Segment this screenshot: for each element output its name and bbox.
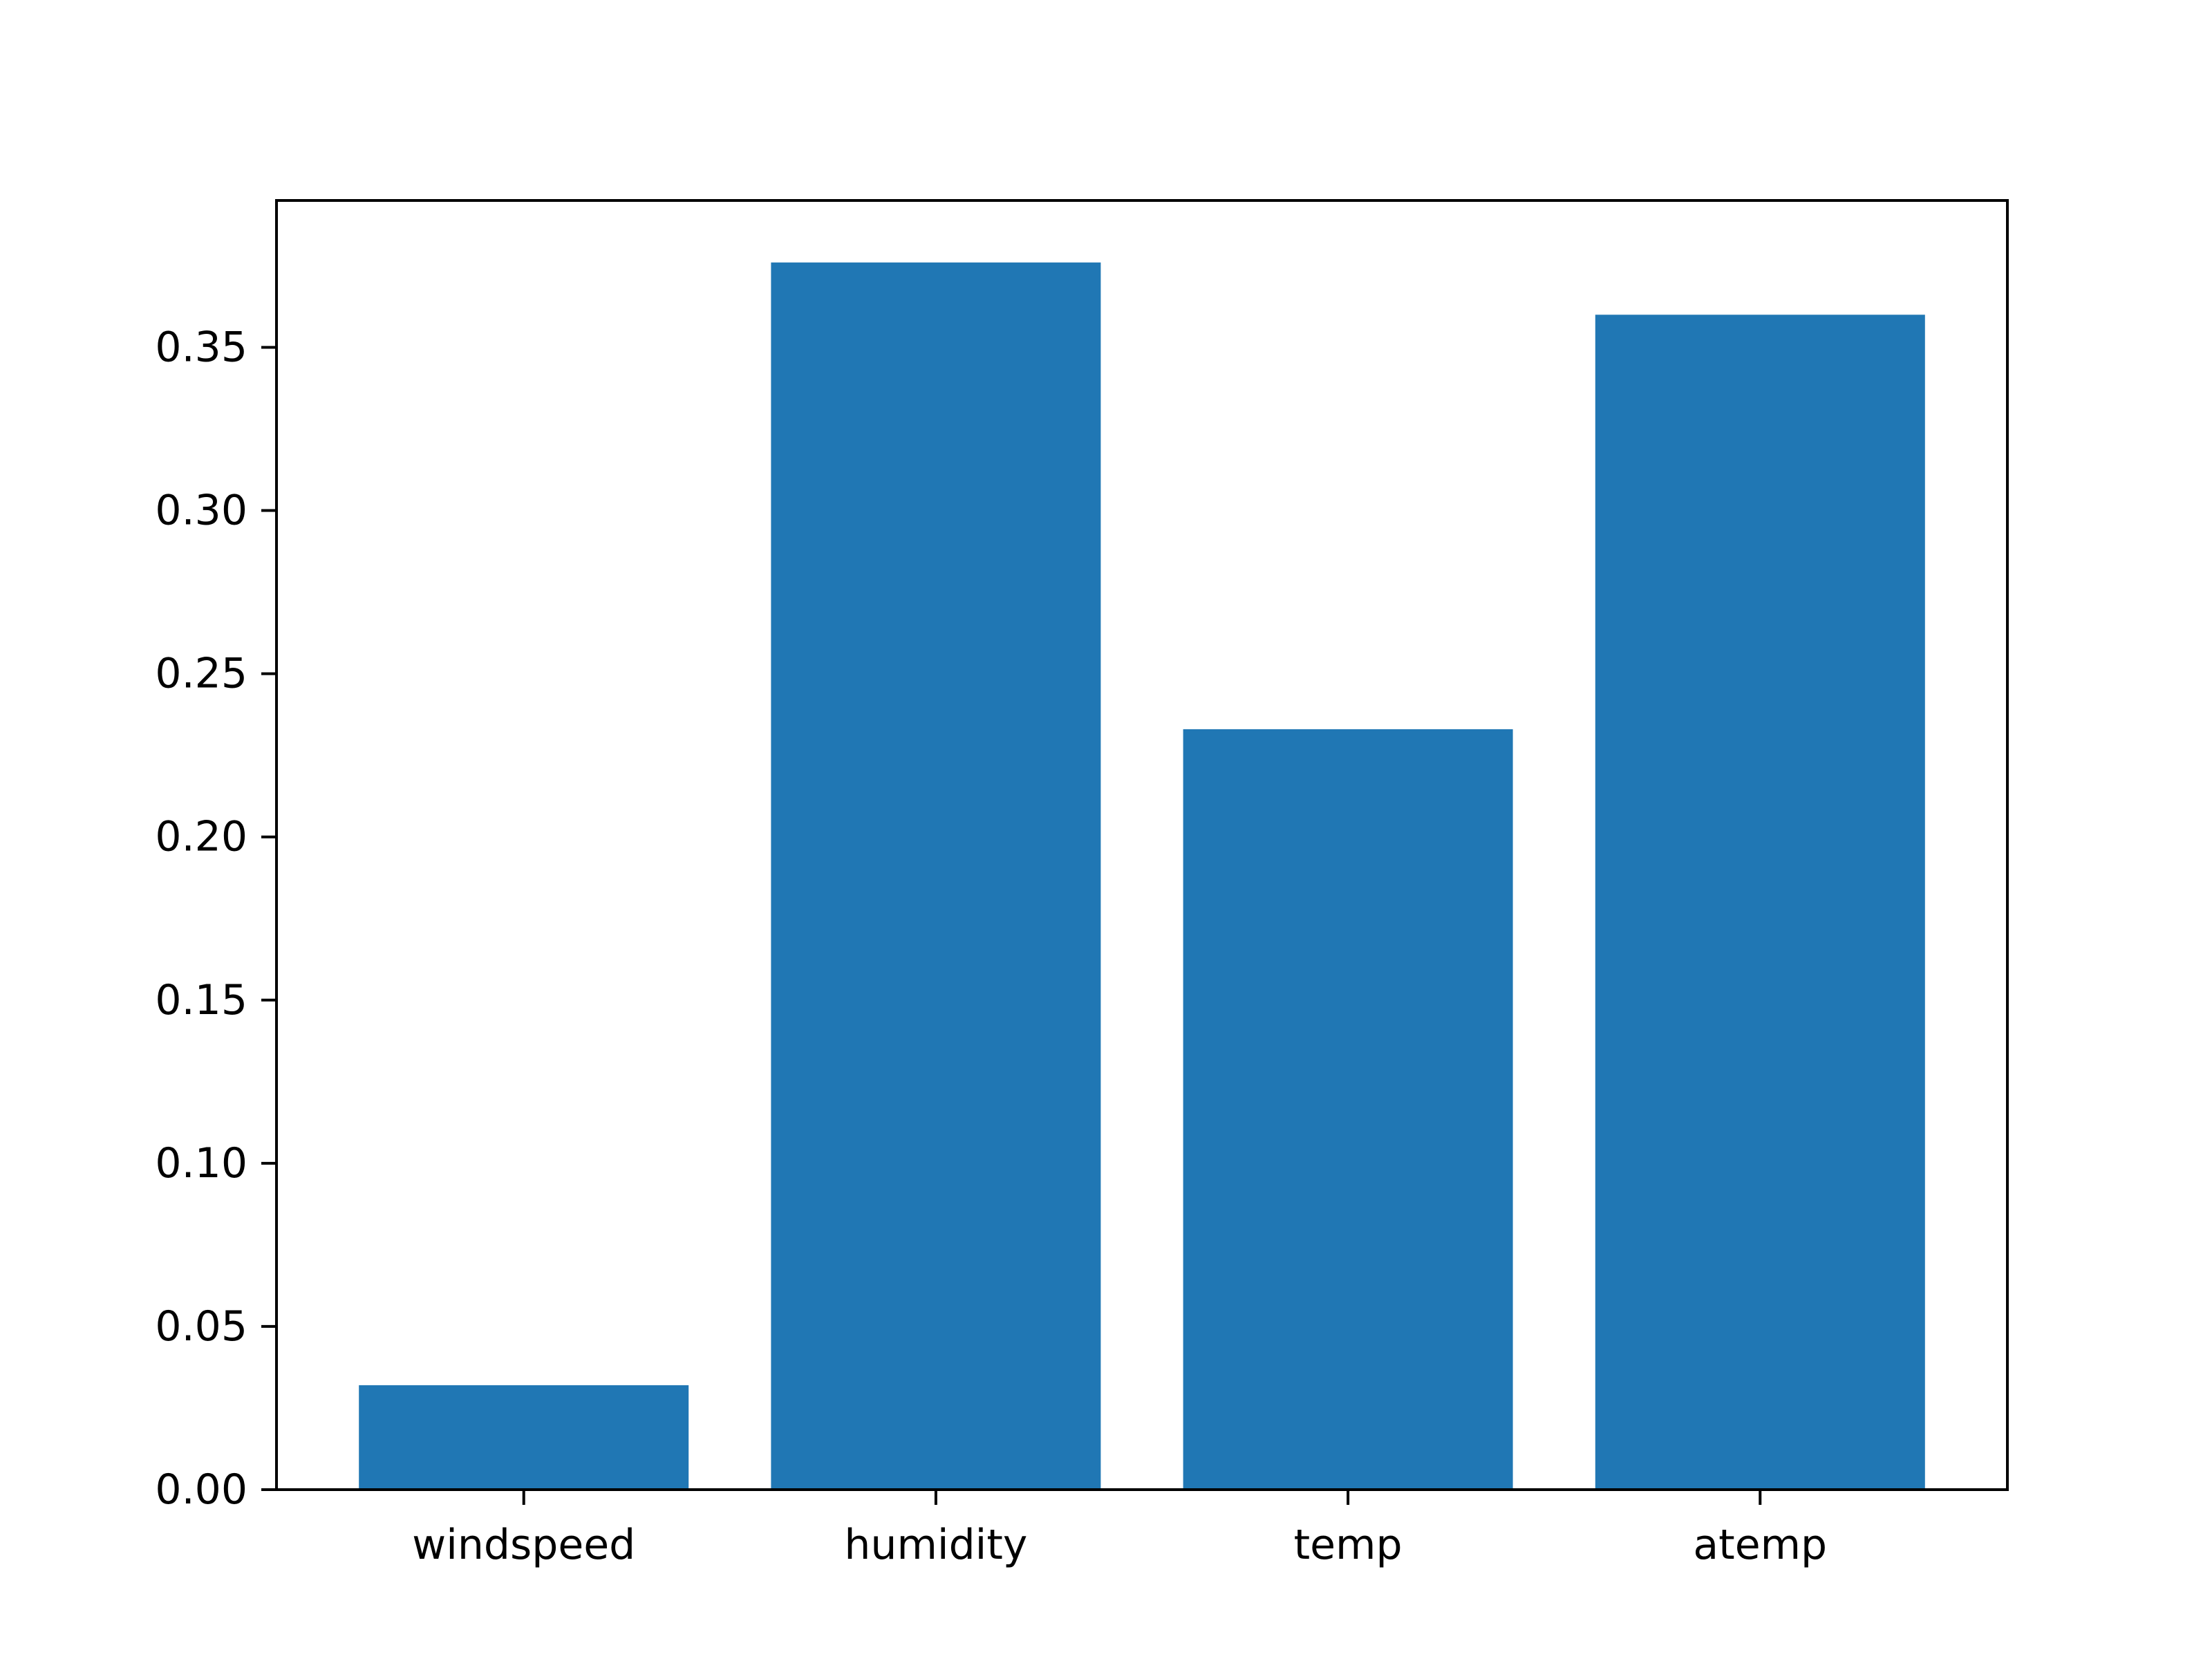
y-tick-label: 0.30 xyxy=(155,487,247,535)
y-axis: 0.00 0.05 0.10 0.15 0.20 0.25 0.30 0.35 xyxy=(155,323,276,1514)
y-tick-label: 0.00 xyxy=(155,1465,247,1514)
bar-windspeed xyxy=(359,1385,689,1490)
y-tick-label: 0.35 xyxy=(155,323,247,371)
y-tick-label: 0.25 xyxy=(155,650,247,698)
y-tick-label: 0.05 xyxy=(155,1302,247,1351)
x-tick-label: temp xyxy=(1294,1521,1403,1569)
x-axis: windspeed humidity temp atemp xyxy=(412,1490,1827,1569)
bar-humidity xyxy=(771,262,1101,1490)
plot-area-frame xyxy=(275,199,2009,1491)
x-tick-label: windspeed xyxy=(412,1521,635,1569)
bar-atemp xyxy=(1595,315,1925,1490)
y-tick-label: 0.15 xyxy=(155,976,247,1024)
x-tick-label: atemp xyxy=(1693,1521,1827,1569)
bar-temp xyxy=(1183,729,1513,1490)
y-tick-label: 0.10 xyxy=(155,1139,247,1188)
y-tick-label: 0.20 xyxy=(155,813,247,861)
bars-layer xyxy=(359,262,1925,1490)
x-tick-label: humidity xyxy=(844,1521,1027,1569)
